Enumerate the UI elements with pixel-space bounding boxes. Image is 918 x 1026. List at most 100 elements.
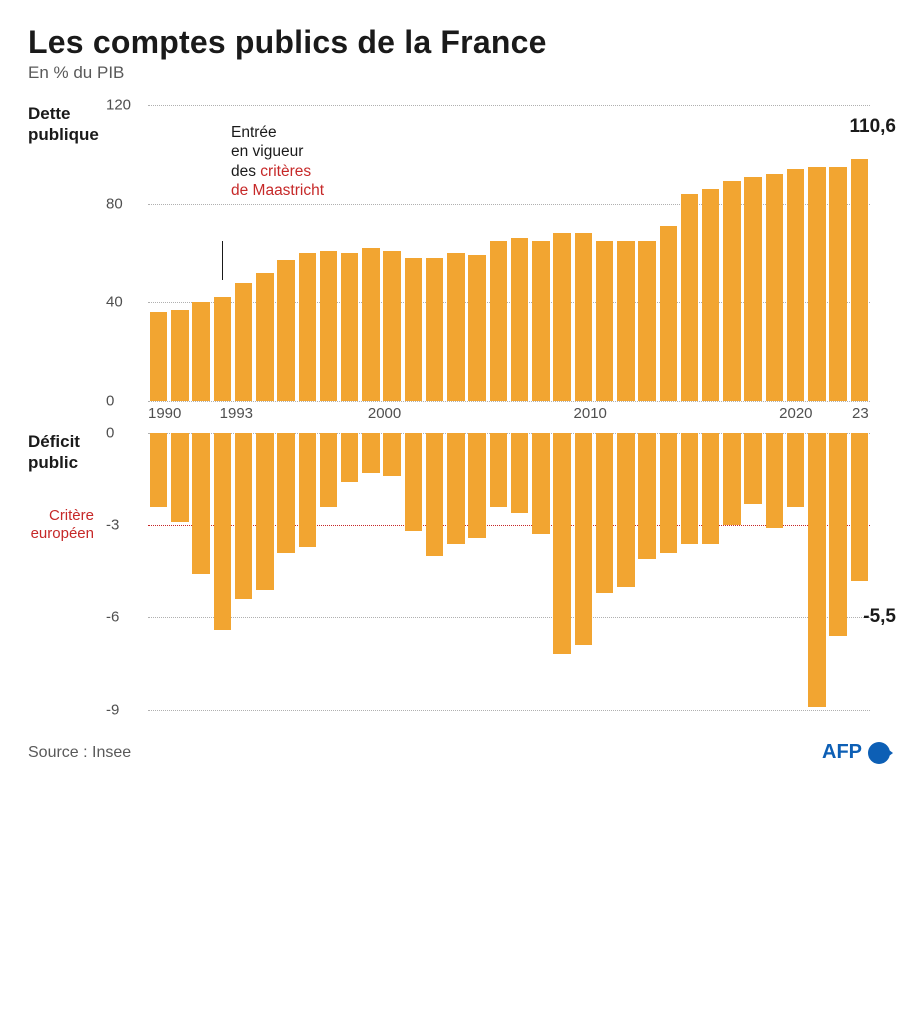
x-slot xyxy=(272,405,291,431)
x-slot: 2000 xyxy=(368,405,401,431)
bar xyxy=(532,241,549,401)
bar xyxy=(553,433,570,654)
bar xyxy=(617,241,634,401)
bar xyxy=(405,258,422,401)
debt-label: Dettepublique xyxy=(28,103,99,146)
bar xyxy=(277,433,294,553)
x-slot xyxy=(626,405,645,431)
bar xyxy=(150,433,167,507)
x-slot xyxy=(832,405,851,431)
bar xyxy=(256,273,273,401)
bar xyxy=(787,433,804,507)
bar xyxy=(681,433,698,544)
x-slot xyxy=(516,405,535,431)
bar xyxy=(723,181,740,401)
bar xyxy=(553,233,570,401)
afp-logo: AFP xyxy=(822,741,890,764)
x-slot xyxy=(310,405,329,431)
bar xyxy=(341,433,358,482)
x-slot: 1990 xyxy=(148,405,181,431)
x-slot xyxy=(703,405,722,431)
x-slot xyxy=(760,405,779,431)
bar xyxy=(575,433,592,645)
bar xyxy=(171,433,188,522)
deficit-plot-area: 0-3-6-9Critèreeuropéen xyxy=(148,433,870,725)
x-slot xyxy=(401,405,420,431)
y-tick: -9 xyxy=(106,701,119,718)
x-slot xyxy=(420,405,439,431)
bar xyxy=(468,433,485,538)
bar xyxy=(362,433,379,473)
footer: Source : Insee AFP xyxy=(28,741,890,764)
bar xyxy=(468,255,485,401)
bar xyxy=(214,433,231,630)
bar xyxy=(426,258,443,401)
bar xyxy=(766,433,783,528)
x-slot: 2010 xyxy=(574,405,607,431)
x-slot xyxy=(253,405,272,431)
bar xyxy=(447,253,464,401)
y-tick: 0 xyxy=(106,425,114,442)
bar xyxy=(405,433,422,531)
bar xyxy=(681,194,698,401)
bar xyxy=(320,433,337,507)
bar xyxy=(660,226,677,401)
bar xyxy=(256,433,273,590)
afp-text: AFP xyxy=(822,741,862,764)
bar xyxy=(192,433,209,574)
x-slot xyxy=(664,405,683,431)
bar xyxy=(723,433,740,525)
debt-chart: Dettepublique 04080120Entréeen vigueurde… xyxy=(28,105,890,401)
x-slot xyxy=(645,405,664,431)
x-axis: 1990 1993 2000 2010 2020 23 xyxy=(148,405,870,431)
bar xyxy=(341,253,358,401)
deficit-end-value: -5,5 xyxy=(863,606,896,628)
y-tick: 80 xyxy=(106,195,123,212)
x-slot xyxy=(440,405,459,431)
x-slot xyxy=(722,405,741,431)
gridline xyxy=(148,401,870,402)
bar xyxy=(192,302,209,401)
bar xyxy=(638,433,655,559)
bar xyxy=(744,177,761,401)
bar xyxy=(426,433,443,556)
bar xyxy=(150,312,167,401)
x-slot xyxy=(497,405,516,431)
annotation-line xyxy=(222,241,223,279)
x-slot xyxy=(535,405,554,431)
bar xyxy=(299,433,316,547)
chart-title: Les comptes publics de la France xyxy=(28,24,890,61)
x-slot xyxy=(607,405,626,431)
bar xyxy=(362,248,379,401)
bar xyxy=(235,283,252,401)
critere-label: Critèreeuropéen xyxy=(31,507,148,543)
y-tick: 40 xyxy=(106,294,123,311)
bar xyxy=(829,167,846,401)
bar xyxy=(638,241,655,401)
bar xyxy=(214,297,231,401)
bar xyxy=(490,433,507,507)
x-slot xyxy=(741,405,760,431)
x-slot: 2020 xyxy=(779,405,812,431)
bar xyxy=(490,241,507,401)
bar xyxy=(808,167,825,401)
deficit-chart: Déficitpublic 0-3-6-9Critèreeuropéen -5,… xyxy=(28,433,890,725)
bar xyxy=(235,433,252,599)
bar xyxy=(383,251,400,401)
bar xyxy=(575,233,592,401)
x-slot: 23 xyxy=(851,405,870,431)
bar xyxy=(596,433,613,593)
bar xyxy=(511,238,528,401)
x-slot xyxy=(478,405,497,431)
x-slot xyxy=(330,405,349,431)
bar xyxy=(596,241,613,401)
bar xyxy=(702,189,719,401)
bar xyxy=(851,159,868,401)
bar xyxy=(447,433,464,544)
afp-icon xyxy=(868,742,890,764)
bar xyxy=(171,310,188,401)
bar xyxy=(277,260,294,401)
source-text: Source : Insee xyxy=(28,744,131,762)
x-slot: 1993 xyxy=(220,405,253,431)
x-slot xyxy=(459,405,478,431)
